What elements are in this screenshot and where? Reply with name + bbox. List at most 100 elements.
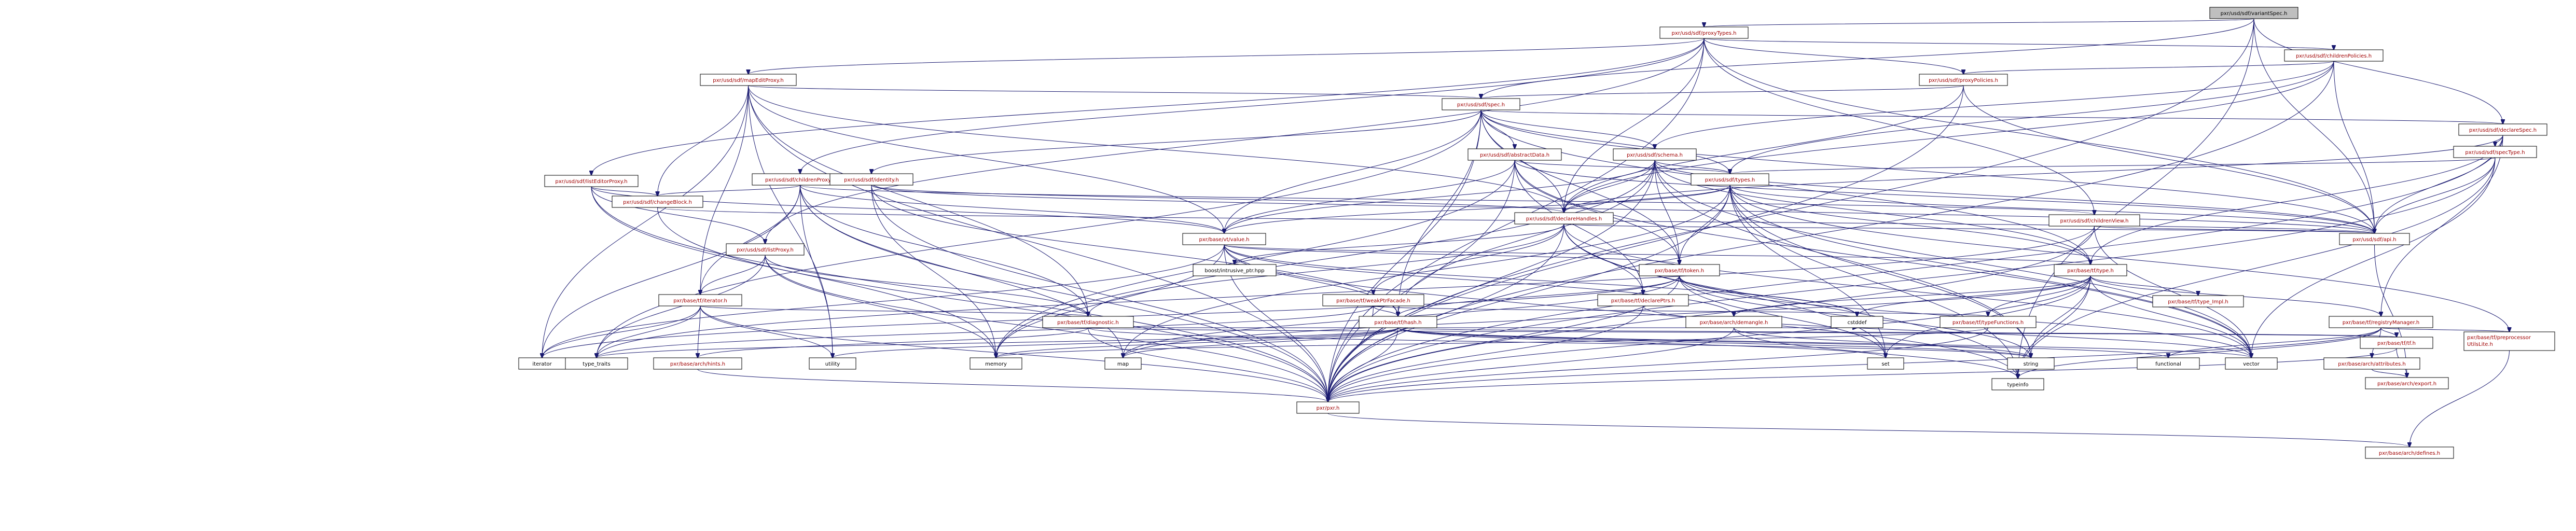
node-demangle[interactable]: pxr/base/arch/demangle.h	[1685, 316, 1782, 328]
edge-pxr-to-archDefines	[1327, 413, 2409, 447]
node-changeBlock[interactable]: pxr/usd/sdf/changeBlock.h	[612, 195, 703, 208]
edge-tfIterator-to-utility	[700, 305, 833, 358]
node-identity[interactable]: pxr/usd/sdf/identity.h	[829, 173, 913, 186]
node-tfHash[interactable]: pxr/base/tf/hash.h	[1359, 316, 1437, 328]
edge-root-to-declareSpec	[2253, 18, 2503, 124]
node-vtValue[interactable]: pxr/base/vt/value.h	[1182, 233, 1266, 245]
edge-declareSpec-to-tfType	[2090, 135, 2503, 264]
node-pxr[interactable]: pxr/pxr.h	[1296, 401, 1360, 414]
edge-mapEditProxy-to-declareHandles	[748, 85, 1564, 213]
node-abstractData[interactable]: pxr/usd/sdf/abstractData.h	[1467, 148, 1562, 161]
node-listProxy[interactable]: pxr/usd/sdf/listProxy.h	[726, 243, 805, 256]
node-label-archAttributes: pxr/base/arch/attributes.h	[2338, 361, 2406, 367]
node-declareHandles[interactable]: pxr/usd/sdf/declareHandles.h	[1514, 212, 1614, 225]
edge-tfType-to-cstddef	[1857, 275, 2091, 316]
edge-proxyTypes-to-proxyPolicies	[1704, 38, 1963, 74]
node-specType[interactable]: pxr/usd/sdf/specType.h	[2453, 146, 2537, 158]
node-box-spec	[1442, 98, 1520, 110]
node-box-typeTraits	[565, 357, 628, 370]
node-box-pxr	[1296, 401, 1360, 414]
node-label-registryManager: pxr/base/tf/registryManager.h	[2343, 320, 2420, 326]
node-label-schema: pxr/usd/sdf/schema.h	[1627, 152, 1683, 158]
node-declarePtrs[interactable]: pxr/base/tf/declarePtrs.h	[1597, 294, 1689, 306]
edge-proxyPolicies-to-api	[1963, 85, 2375, 233]
node-vector: vector	[2225, 357, 2278, 370]
node-tfTf[interactable]: pxr/base/tf/tf.h	[2360, 337, 2433, 349]
edge-tfToken-to-set	[1679, 275, 1886, 358]
edge-declarePtrs-to-vector	[1643, 305, 2252, 358]
node-label-spec: pxr/usd/sdf/spec.h	[1457, 102, 1505, 108]
node-set: set	[1867, 357, 1904, 370]
edge-spec-to-pxr	[1328, 109, 1481, 402]
node-archDefines[interactable]: pxr/base/arch/defines.h	[2365, 446, 2454, 459]
node-map: map	[1104, 357, 1142, 370]
edge-weakPtrFacade-to-tfHash	[1373, 305, 1398, 316]
edge-proxyPolicies-to-spec	[1481, 85, 1964, 99]
node-api[interactable]: pxr/usd/sdf/api.h	[2339, 233, 2410, 245]
edge-tfToken-to-tfHash	[1398, 275, 1680, 316]
node-schema[interactable]: pxr/usd/sdf/schema.h	[1613, 148, 1697, 161]
node-listEditorProxy[interactable]: pxr/usd/sdf/listEditorProxy.h	[544, 175, 639, 187]
edge-childrenProxy-to-pxr	[800, 185, 1328, 402]
node-tfType[interactable]: pxr/base/tf/type.h	[2054, 264, 2127, 276]
node-label-root: pxr/usd/sdf/variantSpec.h	[2221, 11, 2288, 17]
node-box-string	[2007, 357, 2055, 370]
edge-spec-to-identity	[871, 109, 1481, 174]
node-declareSpec[interactable]: pxr/usd/sdf/declareSpec.h	[2458, 123, 2547, 136]
node-weakPtrFacade[interactable]: pxr/base/tf/weakPtrFacade.h	[1322, 294, 1424, 306]
node-label-demangle: pxr/base/arch/demangle.h	[1700, 320, 1768, 326]
edge-mapEditProxy-to-utility	[748, 85, 833, 358]
edge-listProxy-to-pxr	[765, 255, 1328, 402]
node-mapEditProxy[interactable]: pxr/usd/sdf/mapEditProxy.h	[700, 74, 797, 86]
edge-spec-to-declareHandles	[1480, 109, 1564, 213]
node-typeFunctions[interactable]: pxr/base/tf/typeFunctions.h	[1940, 316, 2037, 328]
edge-types-to-declareHandles	[1564, 185, 1730, 213]
node-box-tfHash	[1359, 316, 1437, 328]
edge-tfHash-to-typeTraits	[597, 327, 1398, 358]
edge-tfHash-to-tfTf	[1397, 327, 2397, 337]
node-label-set: set	[1881, 361, 1889, 367]
node-tfToken[interactable]: pxr/base/tf/token.h	[1639, 264, 1720, 276]
edge-proxyTypes-to-declareHandles	[1564, 38, 1705, 213]
node-label-archExport: pxr/base/arch/export.h	[2377, 381, 2436, 387]
node-functional: functional	[2137, 357, 2200, 370]
node-archAttributes[interactable]: pxr/base/arch/attributes.h	[2323, 357, 2420, 370]
node-proxyPolicies[interactable]: pxr/usd/sdf/proxyPolicies.h	[1919, 74, 2008, 86]
edge-schema-to-tfToken	[1654, 160, 1680, 264]
node-childrenView[interactable]: pxr/usd/sdf/childrenView.h	[2048, 214, 2140, 227]
node-proxyTypes[interactable]: pxr/usd/sdf/proxyTypes.h	[1659, 26, 1749, 39]
node-archHints[interactable]: pxr/base/arch/hints.h	[653, 357, 742, 370]
edge-weakPtrFacade-to-typeTraits	[597, 305, 1374, 358]
node-preprocessorUtils[interactable]: pxr/base/tf/preprocessor UtilsLite.h	[2463, 331, 2555, 351]
node-childrenProxy[interactable]: pxr/usd/sdf/childrenProxy.h	[752, 173, 849, 186]
node-label-specType: pxr/usd/sdf/specType.h	[2465, 150, 2525, 156]
node-registryManager[interactable]: pxr/base/tf/registryManager.h	[2329, 316, 2433, 328]
node-archExport[interactable]: pxr/base/arch/export.h	[2365, 377, 2449, 389]
node-typeImpl[interactable]: pxr/base/tf/type_Impl.h	[2152, 295, 2244, 308]
edge-specType-to-typeinfo	[2018, 157, 2496, 379]
node-label-changeBlock: pxr/usd/sdf/changeBlock.h	[623, 200, 692, 205]
node-tfDiagnostic[interactable]: pxr/base/tf/diagnostic.h	[1042, 316, 1134, 328]
edge-listProxy-to-tfDiagnostic	[765, 255, 1088, 316]
node-label-childrenPolicies: pxr/usd/sdf/childrenPolicies.h	[2296, 53, 2372, 59]
node-label-tfTf: pxr/base/tf/tf.h	[2377, 341, 2416, 346]
edge-specType-to-vector	[2251, 157, 2496, 358]
edge-typeFunctions-to-pxr	[1328, 327, 1988, 402]
node-box-vector	[2225, 357, 2278, 370]
node-tfIterator[interactable]: pxr/base/tf/iterator.h	[658, 294, 742, 306]
node-box-archDefines	[2365, 446, 2454, 459]
edge-tfToken-to-cstddef	[1679, 275, 1858, 316]
edge-proxyTypes-to-childrenProxy	[800, 38, 1705, 174]
node-childrenPolicies[interactable]: pxr/usd/sdf/childrenPolicies.h	[2284, 49, 2384, 62]
node-label-preprocessorUtils: pxr/base/tf/preprocessor UtilsLite.h	[2467, 335, 2531, 347]
edge-tfType-to-string	[2031, 275, 2091, 358]
node-types[interactable]: pxr/usd/sdf/types.h	[1691, 173, 1769, 186]
edge-spec-to-vtValue	[1224, 109, 1481, 233]
edge-proxyTypes-to-listEditorProxy	[591, 38, 1705, 175]
node-spec[interactable]: pxr/usd/sdf/spec.h	[1442, 98, 1520, 110]
node-label-vtValue: pxr/base/vt/value.h	[1199, 237, 1250, 243]
edge-schema-to-vtValue	[1224, 160, 1655, 233]
node-box-declareHandles	[1514, 212, 1614, 225]
edge-tfHash-to-pxr	[1328, 327, 1398, 402]
node-label-weakPtrFacade: pxr/base/tf/weakPtrFacade.h	[1336, 298, 1410, 304]
